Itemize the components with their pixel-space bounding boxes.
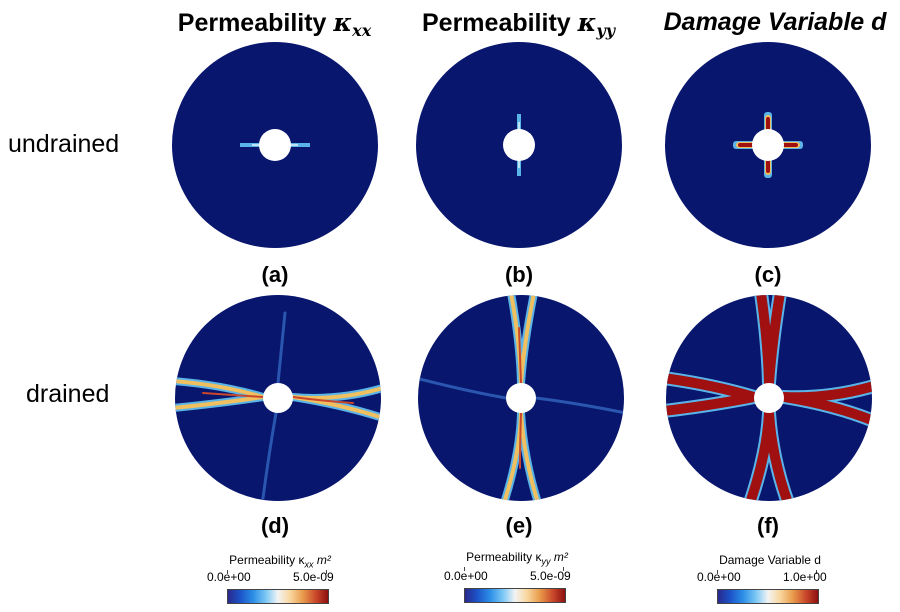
column-title-damage: Damage Variable d	[663, 8, 887, 36]
colorbar-max: 1.0e+00	[783, 570, 827, 584]
panel-label-b: (b)	[504, 262, 534, 287]
crack-up-core	[518, 327, 522, 384]
faint-crack-right	[534, 396, 624, 415]
crack-right-core	[779, 381, 872, 426]
colorbar-damage: Damage Variable d 0.0e+00 1.0e+00	[697, 553, 835, 608]
colorbar-min: 0.0e+00	[697, 570, 741, 584]
borehole	[506, 383, 536, 413]
borehole	[503, 129, 535, 161]
panel-f-drained-damage	[666, 295, 872, 501]
crack-left-core	[666, 373, 759, 416]
panel-label-a: (a)	[261, 262, 289, 287]
colorbar-title: Damage Variable d	[719, 553, 821, 567]
colorbar-gradient	[464, 588, 566, 603]
panel-c-undrained-damage	[665, 42, 871, 248]
crack-up-core	[756, 295, 785, 388]
colorbar-title: Permeability κxx m²	[229, 553, 331, 570]
colorbar-min: 0.0e+00	[207, 570, 251, 584]
colorbar-kxx: Permeability κxx m² 0.0e+00 5.0e-09	[207, 553, 345, 608]
crack-right-core	[292, 396, 354, 404]
column-title-kxx: Permeability κxx	[177, 8, 372, 40]
panel-label-f: (f)	[757, 513, 779, 538]
crack-down-core	[519, 412, 522, 469]
panel-a-undrained-kxx	[172, 42, 378, 248]
colorbar-kyy: Permeability κyy m² 0.0e+00 5.0e-09	[444, 550, 582, 608]
panel-b-undrained-kyy	[416, 42, 622, 248]
column-title-kyy: Permeability κyy	[422, 8, 615, 40]
colorbar-max: 5.0e-09	[530, 569, 571, 583]
colorbar-gradient	[227, 589, 329, 604]
faint-crack-left	[418, 376, 508, 400]
crack-left-mid	[175, 379, 265, 410]
faint-crack-down	[261, 411, 278, 500]
panel-label-d: (d)	[260, 513, 290, 538]
colorbar-title: Permeability κyy m²	[466, 550, 568, 567]
faint-crack-up	[276, 311, 287, 385]
borehole	[754, 383, 784, 413]
colorbar-max: 5.0e-09	[293, 570, 334, 584]
panel-label-c: (c)	[754, 262, 782, 287]
crack-down-core	[745, 408, 793, 501]
borehole	[259, 129, 291, 161]
row-label-undrained: undrained	[8, 130, 120, 158]
colorbar-min: 0.0e+00	[444, 569, 488, 583]
panel-label-e: (e)	[505, 513, 533, 538]
panel-d-drained-kxx	[175, 295, 381, 501]
borehole	[263, 383, 293, 413]
row-label-drained: drained	[26, 380, 110, 408]
colorbar-gradient	[717, 589, 819, 604]
panel-e-drained-kyy	[418, 295, 624, 501]
crack-left-core	[202, 392, 264, 398]
borehole	[752, 129, 784, 161]
